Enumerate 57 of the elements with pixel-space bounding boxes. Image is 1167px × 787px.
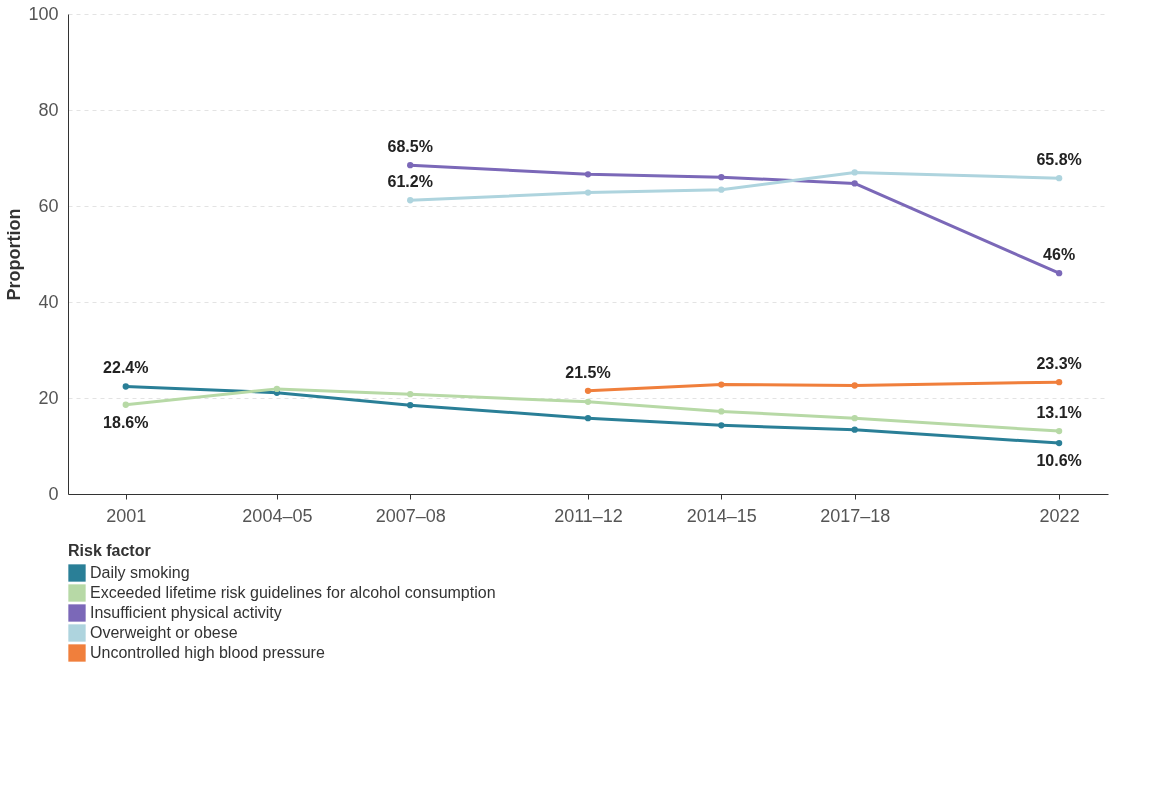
point	[851, 426, 858, 433]
legend-label: Insufficient physical activity	[90, 604, 282, 621]
x-tick-label: 2014–15	[686, 505, 757, 526]
legend-title: Risk factor	[68, 542, 151, 559]
x-tick-label: 2022	[1039, 505, 1080, 526]
x-tick-label: 2017–18	[820, 505, 891, 526]
point	[584, 398, 592, 405]
point	[1055, 439, 1063, 447]
x-tick-label: 2011–12	[554, 505, 623, 526]
point	[718, 408, 725, 415]
legend-label: Uncontrolled high blood pressure	[90, 644, 325, 661]
point	[407, 391, 414, 398]
data-label: 23.3%	[1036, 355, 1082, 373]
data-label: 10.6%	[1036, 452, 1082, 470]
x-tick-label: 2007–08	[375, 505, 446, 526]
point	[718, 186, 725, 193]
y-tick-label: 80	[38, 99, 59, 120]
x-tick-label: 2004–05	[242, 505, 313, 526]
point	[584, 171, 592, 178]
point	[851, 169, 858, 176]
point	[122, 401, 129, 408]
x-tick-label: 2001	[106, 505, 147, 526]
data-label: 61.2%	[387, 173, 433, 191]
data-label: 46%	[1043, 246, 1076, 264]
y-tick-label: 60	[38, 195, 59, 216]
y-tick-label: 0	[48, 483, 59, 504]
point	[1055, 379, 1063, 386]
point	[718, 422, 725, 429]
point	[584, 189, 592, 196]
y-tick-label: 40	[38, 291, 59, 312]
point	[122, 383, 129, 390]
point	[273, 385, 281, 393]
point	[851, 180, 858, 187]
point	[407, 197, 414, 204]
point	[407, 402, 414, 409]
data-label: 13.1%	[1036, 404, 1082, 422]
y-tick-label: 20	[38, 387, 59, 408]
data-label: 68.5%	[387, 138, 433, 156]
data-label: 21.5%	[565, 363, 611, 381]
point	[1055, 427, 1063, 435]
y-axis-title: Proportion	[4, 208, 25, 301]
point	[1055, 270, 1063, 277]
y-tick-label: 100	[28, 3, 59, 24]
data-label: 65.8%	[1036, 151, 1082, 169]
point	[718, 174, 725, 181]
point	[851, 415, 858, 422]
data-label: 22.4%	[103, 359, 149, 377]
point	[407, 162, 414, 169]
point	[1055, 175, 1063, 182]
point	[584, 387, 592, 394]
legend-label: Exceeded lifetime risk guidelines for alcohol consumption	[90, 584, 496, 601]
point	[718, 381, 725, 388]
legend-label: Overweight or obese	[90, 624, 238, 641]
point	[851, 382, 858, 389]
point	[584, 415, 592, 422]
data-label: 18.6%	[103, 413, 149, 431]
legend-label: Daily smoking	[90, 564, 190, 581]
